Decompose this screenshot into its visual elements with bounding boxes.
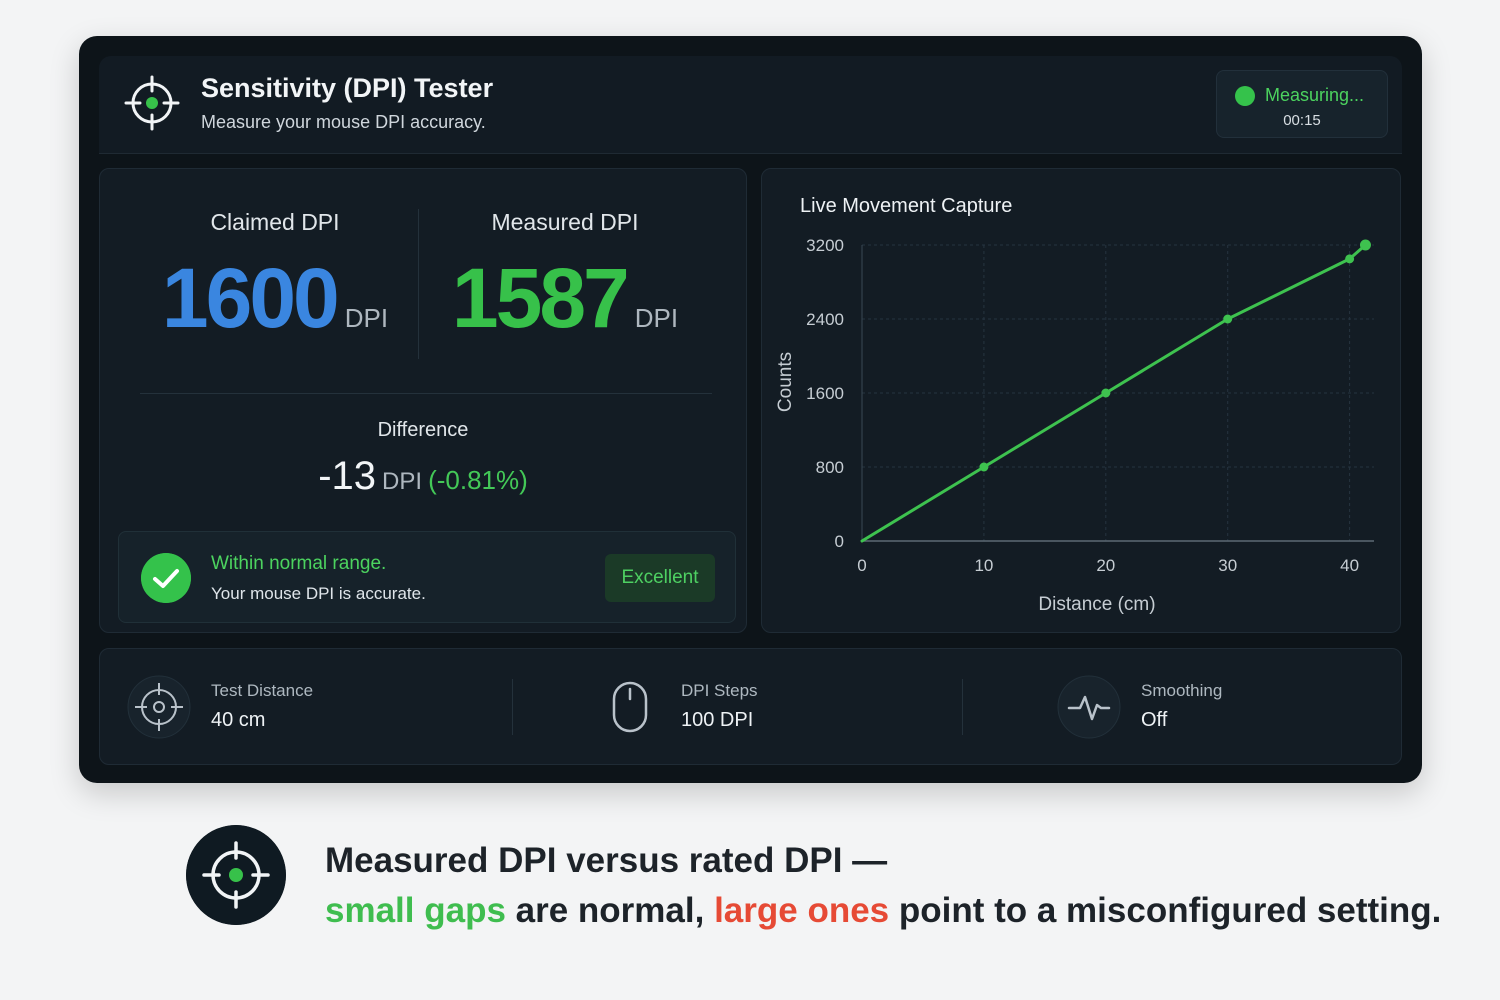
smoothing-label: Smoothing [1141,681,1223,700]
y-tick-label: 800 [816,458,844,477]
x-tick-label: 10 [974,556,993,575]
x-axis-label: Distance (cm) [1038,594,1155,615]
check-icon [141,553,191,603]
app-title: Sensitivity (DPI) Tester [201,73,494,103]
status-label: Measuring... [1265,85,1365,105]
caption-red-text: large ones [714,891,890,930]
chart-panel: Live Movement Capture 0 800 1600 2400 3200 0 1… [761,168,1401,633]
measuring-status[interactable]: Measuring... 00:15 [1216,70,1388,138]
data-point [979,462,989,472]
mouse-icon [612,681,648,733]
difference-percent: (-0.81%) [428,465,528,495]
app-subtitle: Measure your mouse DPI accuracy. [201,112,486,132]
result-title: Within normal range. [211,553,387,574]
smoothing-value: Off [1141,709,1168,731]
settings-bar: Test Distance 40 cm DPI Steps 100 DPI Sm… [99,648,1402,765]
dpi-tester-window: Sensitivity (DPI) Tester Measure your mo… [79,36,1422,783]
test-distance-value: 40 cm [211,709,266,731]
y-tick-label: 1600 [806,384,844,403]
stat-divider [512,679,513,735]
y-tick-label: 0 [835,532,844,551]
x-tick-label: 20 [1096,556,1115,575]
result-subtitle: Your mouse DPI is accurate. [211,584,426,603]
x-tick-label: 0 [857,556,866,575]
measured-dpi-unit: DPI [634,303,679,333]
y-tick-label: 2400 [806,310,844,329]
claimed-dpi-label: Claimed DPI [210,209,340,235]
chart-axes [861,245,1374,542]
smoothing-stat[interactable]: Smoothing Off [1057,649,1377,766]
dpi-steps-stat[interactable]: DPI Steps 100 DPI [597,649,977,766]
pulse-icon [1057,675,1121,739]
dpi-steps-value: 100 DPI [681,709,754,731]
dpi-steps-label: DPI Steps [681,681,758,700]
x-tick-label: 30 [1218,556,1237,575]
data-point [1345,254,1355,264]
result-box: Within normal range. Your mouse DPI is a… [118,531,736,623]
data-point [1359,239,1371,251]
difference-unit: DPI [382,468,423,495]
claimed-dpi-block: Claimed DPI 1600 DPI [130,209,420,347]
test-distance-label: Test Distance [211,681,314,700]
claimed-dpi-value: 1600 [161,251,340,345]
claimed-dpi-unit: DPI [344,303,389,333]
chart-title: Live Movement Capture [800,195,1013,217]
rating-badge: Excellent [605,554,715,602]
caption-green-text: small gaps [325,891,506,930]
vertical-divider [418,209,419,359]
difference-label: Difference [377,419,469,441]
caption-end-text: point to a misconfigured setting. [889,891,1442,930]
chart-grid [862,244,1374,541]
difference-value: -13 [318,454,377,498]
crosshair-icon [127,675,191,739]
y-axis-label: Counts [775,352,796,412]
caption: Measured DPI versus rated DPI — small ga… [325,836,1441,936]
crosshair-logo-icon [124,75,180,131]
test-distance-stat[interactable]: Test Distance 40 cm [127,649,507,766]
header: Sensitivity (DPI) Tester Measure your mo… [99,56,1402,154]
measured-dpi-value: 1587 [451,251,630,345]
caption-line-1: Measured DPI versus rated DPI — [325,841,888,880]
caption-mid-text: are normal, [505,891,715,930]
caption-line-2: small gaps are normal, large ones point … [325,886,1441,936]
crosshair-caption-icon [186,825,286,925]
y-tick-label: 3200 [806,236,844,255]
data-point [1101,388,1111,398]
horizontal-divider [140,393,712,394]
chart-ticks: 0 800 1600 2400 3200 0 10 20 30 40 [806,236,1359,575]
chart-series [860,239,1371,543]
dpi-comparison-panel: Claimed DPI 1600 DPI Measured DPI 1587 DPI… [99,168,747,633]
status-dot-icon [1235,86,1255,106]
difference-row: -13 DPI (-0.81%) [100,454,746,499]
measured-dpi-block: Measured DPI 1587 DPI [420,209,710,347]
measured-dpi-label: Measured DPI [491,209,639,235]
stat-divider [962,679,963,735]
status-timer: 00:15 [1283,112,1321,129]
x-tick-label: 40 [1340,556,1359,575]
data-point [1223,314,1233,324]
